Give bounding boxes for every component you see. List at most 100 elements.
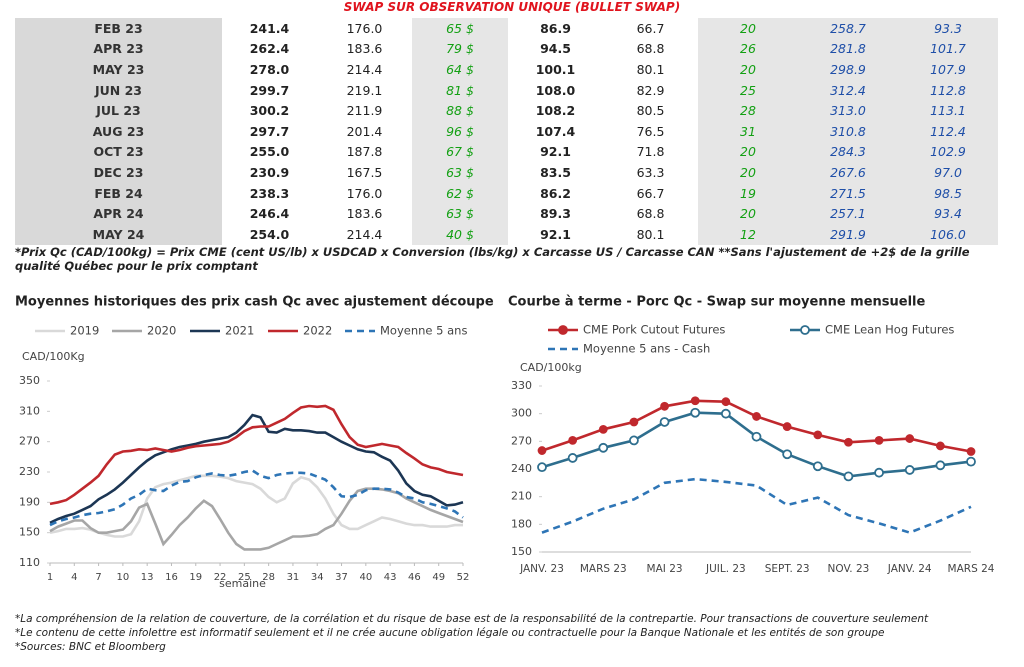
table-cell: 255.0 [249, 144, 290, 160]
table-cell: 106.0 [898, 223, 998, 245]
note: *Le contenu de cette infolettre est info… [15, 627, 885, 639]
table-cell: 271.5 [798, 182, 898, 204]
x-tick-label: 19 [189, 572, 202, 583]
table-cell: 113.1 [898, 100, 998, 121]
legend-label: Moyenne 5 ans [380, 324, 467, 338]
table-cell: 82.9 [636, 82, 665, 98]
table-cell: 107.9 [898, 59, 998, 80]
table-cell: 183.6 [346, 41, 383, 57]
table-cell: 258.7 [798, 18, 898, 39]
point [905, 434, 915, 443]
y-tick-label: 230 [19, 465, 40, 478]
table-cell: 25 [698, 79, 798, 101]
table-cell: 98.5 [898, 182, 998, 204]
table-cell: 66.7 [636, 185, 665, 201]
table-cell: 68.8 [636, 206, 665, 222]
table-cell: 262.4 [249, 41, 290, 57]
table-cell: 63 $ [412, 203, 508, 224]
x-tick-label: 52 [457, 572, 470, 583]
x-tick-label: 34 [311, 572, 324, 583]
x-tick-label: JANV. 23 [519, 563, 564, 575]
point [598, 424, 608, 434]
table-cell: 71.8 [636, 144, 665, 160]
table-cell: 86.2 [540, 185, 571, 201]
point [629, 417, 639, 427]
table-cell: 313.0 [798, 100, 898, 121]
point [966, 456, 976, 467]
table-cell: 187.8 [346, 144, 383, 160]
point [812, 461, 823, 472]
point [567, 453, 578, 463]
x-tick-label: 46 [408, 572, 421, 583]
point [690, 396, 700, 406]
table-cell: 297.7 [249, 123, 290, 139]
table-cell: 63.3 [636, 164, 665, 180]
table-cell: 64 $ [412, 59, 508, 80]
table-cell: 97.0 [898, 162, 998, 183]
table-cell: 92.1 [540, 144, 571, 160]
table-cell: 100.1 [535, 61, 576, 77]
table-cell: 300.2 [249, 103, 290, 119]
series-line [541, 477, 972, 534]
x-tick-label: 22 [214, 572, 227, 583]
x-tick-label: 37 [335, 572, 348, 583]
x-tick-label: 40 [359, 572, 372, 583]
table-cell: 267.6 [798, 162, 898, 183]
y-tick-label: 210 [511, 490, 532, 503]
point [782, 422, 792, 431]
y-axis-label: CAD/100Kg [22, 350, 85, 363]
point [720, 408, 731, 419]
y-tick-label: 350 [19, 374, 40, 387]
table-cell: 310.8 [798, 120, 898, 142]
table-cell: 96 $ [412, 120, 508, 142]
point [537, 446, 547, 455]
table-cell: 211.9 [346, 103, 383, 119]
table-cell: 246.4 [249, 206, 290, 222]
table-cell: 299.7 [249, 82, 290, 98]
point [935, 441, 945, 451]
series-line [49, 474, 463, 538]
table-cell: 312.4 [798, 79, 898, 101]
y-tick-label: 310 [19, 404, 40, 417]
x-tick-label: 13 [141, 572, 154, 583]
table-cell: 89.3 [540, 206, 571, 222]
y-tick-label: 240 [511, 462, 532, 475]
table-cell: 20 [698, 141, 798, 163]
table-cell: 80.1 [636, 226, 665, 242]
table-title: SWAP SUR OBSERVATION UNIQUE (BULLET SWAP… [343, 0, 681, 14]
table-cell: 214.4 [346, 61, 383, 77]
table-cell: JUN 23 [15, 79, 222, 101]
note: *Sources: BNC et Bloomberg [15, 641, 166, 653]
table-row: FEB 23 241.4 176.0 65 $ 86.9 66.7 20 258.7 93.3 [15, 18, 998, 39]
table-cell: 284.3 [798, 141, 898, 163]
table-cell: JUL 23 [15, 100, 222, 121]
point [690, 407, 701, 418]
x-tick-label: 10 [117, 572, 130, 583]
table-cell: 93.4 [898, 203, 998, 224]
table-cell: 79 $ [412, 38, 508, 60]
x-tick-label: 16 [165, 572, 178, 583]
table-cell: 81 $ [412, 79, 508, 101]
y-tick-label: 110 [19, 556, 40, 569]
x-tick-label: NOV. 23 [828, 563, 870, 575]
table-cell: 298.9 [798, 59, 898, 80]
table-cell: 88 $ [412, 100, 508, 121]
table-row: APR 24 246.4 183.6 63 $ 89.3 68.8 20 257.1 93.4 [15, 203, 998, 224]
table-cell: FEB 24 [15, 182, 222, 204]
table-cell: 238.3 [249, 185, 290, 201]
point [721, 397, 731, 407]
table-cell: 19 [698, 182, 798, 204]
y-tick-label: 150 [511, 545, 532, 558]
legend-label: 2019 [70, 324, 99, 338]
legend-label: CME Pork Cutout Futures [583, 323, 725, 337]
legend-marker [800, 325, 810, 335]
y-axis-label: CAD/100kg [520, 361, 582, 374]
table-cell: 219.1 [346, 82, 383, 98]
table-cell: 26 [698, 38, 798, 60]
x-tick-label: MAI 23 [647, 563, 683, 575]
table-cell: 20 [698, 203, 798, 224]
chart-title: Courbe à terme - Porc Qc - Swap sur moye… [508, 295, 926, 310]
table-cell: 281.8 [798, 38, 898, 60]
